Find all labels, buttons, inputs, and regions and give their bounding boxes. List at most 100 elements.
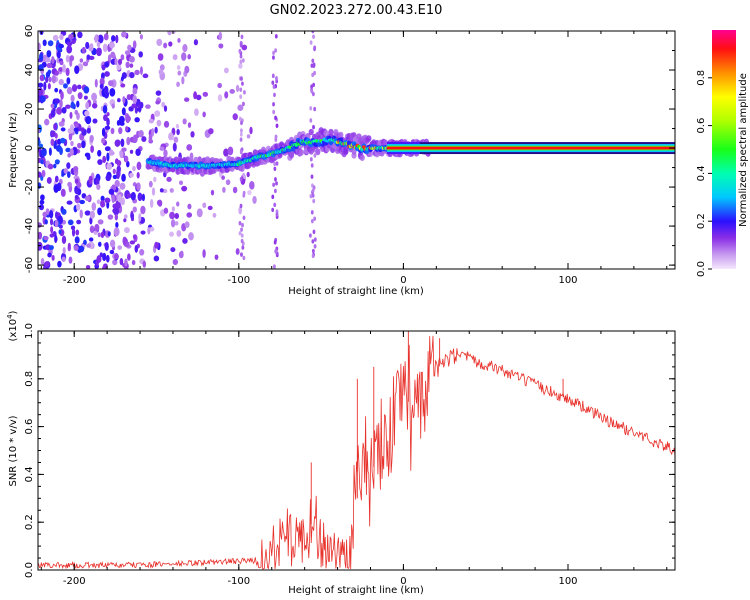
heatmap-noise-cell	[218, 43, 224, 49]
heatmap-noise-cell	[183, 97, 190, 102]
heatmap-halo-cell	[366, 135, 372, 142]
heatmap-noise-cell	[174, 212, 180, 220]
heatmap-noise-cell	[67, 128, 73, 134]
heatmap-streak-cell	[274, 249, 278, 254]
heatmap-noise-cell	[66, 200, 73, 205]
heatmap-noise-cell	[168, 41, 173, 47]
heatmap-noise-cell	[82, 61, 89, 67]
heatmap-noise-cell	[126, 193, 132, 199]
heatmap-noise-cell	[50, 226, 54, 234]
heatmap-noise-cell	[65, 104, 71, 109]
heatmap-noise-cell	[90, 145, 94, 153]
heatmap-noise-cell	[67, 242, 71, 250]
heatmap-streak-cell	[313, 106, 317, 112]
heatmap-noise-cell	[119, 257, 124, 266]
heatmap-noise-cell	[81, 46, 86, 54]
heatmap-noise-cell	[38, 204, 45, 211]
heatmap-noise-cell	[127, 253, 131, 261]
heatmap-noise-cell	[83, 95, 88, 100]
heatmap-noise-cell	[121, 173, 126, 182]
heatmap-noise-cell	[172, 258, 179, 266]
heatmap-noise-cell	[107, 231, 111, 237]
heatmap-noise-cell	[176, 81, 180, 87]
heatmap-noise-cell	[120, 31, 127, 38]
heatmap-noise-cell	[88, 237, 94, 242]
heatmap-streak-cell	[241, 222, 244, 228]
heatmap-streak-cell	[309, 106, 313, 111]
heatmap-streak-cell	[312, 229, 316, 235]
heatmap-noise-cell	[67, 181, 72, 188]
heatmap-noise-cell	[66, 45, 73, 54]
heatmap-noise-cell	[66, 171, 71, 178]
heatmap-noise-cell	[156, 119, 162, 127]
heatmap-noise-cell	[121, 147, 127, 152]
heatmap-noise-cell	[69, 55, 75, 62]
heatmap-noise-cell	[153, 176, 157, 183]
heatmap-noise-cell	[179, 180, 183, 186]
heatmap-streak-cell	[313, 216, 317, 221]
heatmap-noise-cell	[129, 149, 134, 154]
heatmap-noise-cell	[48, 245, 54, 251]
heatmap-noise-cell	[75, 229, 80, 236]
heatmap-streak-cell	[239, 54, 243, 59]
heatmap-streak-cell	[272, 102, 275, 107]
heatmap-streak-cell	[310, 210, 314, 215]
heatmap-noise-cell	[104, 197, 111, 204]
heatmap-noise-cell	[212, 212, 217, 218]
heatmap-streak-cell	[274, 115, 277, 121]
heatmap-streak-cell	[239, 94, 243, 99]
heatmap-noise-cell	[85, 115, 92, 125]
heatmap-noise-cell	[182, 44, 188, 53]
heatmap-ridge-layer	[145, 127, 675, 176]
heatmap-noise-cell	[156, 38, 163, 47]
heatmap-noise-cell	[53, 103, 58, 109]
heatmap-noise-cell	[120, 138, 125, 148]
heatmap-noise-cell	[91, 202, 97, 211]
heatmap-noise-cell	[91, 103, 98, 109]
heatmap-streak-cell	[273, 92, 276, 98]
heatmap-noise-cell	[38, 143, 44, 149]
heatmap-noise-cell	[217, 82, 222, 89]
heatmap-noise-cell	[208, 128, 214, 135]
heatmap-noise-cell	[66, 77, 71, 85]
heatmap-noise-cell	[38, 231, 43, 240]
heatmap-noise-cell	[94, 78, 98, 88]
heatmap-noise-cell	[249, 126, 253, 135]
heatmap-noise-cell	[61, 235, 67, 244]
heatmap-halo-cell	[315, 148, 321, 155]
heatmap-noise-cell	[126, 136, 131, 146]
heatmap-noise-cell	[154, 126, 158, 134]
heatmap-streak-cell	[311, 193, 315, 198]
heatmap-noise-cell	[176, 128, 180, 136]
heatmap-streak-cell	[275, 123, 279, 128]
heatmap-noise-cell	[184, 221, 190, 228]
heatmap-noise-cell	[202, 249, 206, 258]
heatmap-noise-cell	[235, 248, 240, 255]
heatmap-noise-cell	[141, 136, 147, 143]
heatmap-noise-cell	[187, 122, 192, 128]
heatmap-streak-cell	[310, 89, 314, 94]
heatmap-noise-cell	[194, 108, 199, 116]
heatmap-noise-cell	[142, 260, 147, 268]
heatmap-noise-cell	[52, 34, 59, 42]
heatmap-noise-cell	[58, 43, 65, 49]
heatmap-noise-cell	[180, 250, 184, 256]
colorbar-axis: 0.0 0.2 0.4 0.6 0.8	[696, 70, 712, 277]
svg-text:(x104): (x104)	[6, 310, 19, 341]
heatmap-noise-cell	[118, 127, 123, 135]
heatmap-noise-cell	[51, 56, 55, 64]
heatmap-noise-cell	[53, 123, 58, 131]
heatmap-noise-cell	[74, 123, 79, 128]
heatmap-noise-cell	[89, 225, 95, 234]
heatmap-noise-cell	[123, 218, 127, 223]
heatmap-noise-cell	[94, 34, 98, 43]
heatmap-noise-cell	[66, 86, 73, 95]
heatmap-noise-cell	[227, 146, 234, 156]
heatmap-noise-cell	[54, 70, 59, 76]
snr-x-tick-label: 100	[558, 576, 577, 587]
heatmap-streak-cell	[309, 193, 313, 199]
heatmap-noise-cell	[157, 199, 163, 207]
heatmap-streak-cell	[311, 31, 315, 34]
heatmap-noise-cell	[141, 193, 145, 202]
heatmap-streak-cell	[312, 34, 315, 39]
